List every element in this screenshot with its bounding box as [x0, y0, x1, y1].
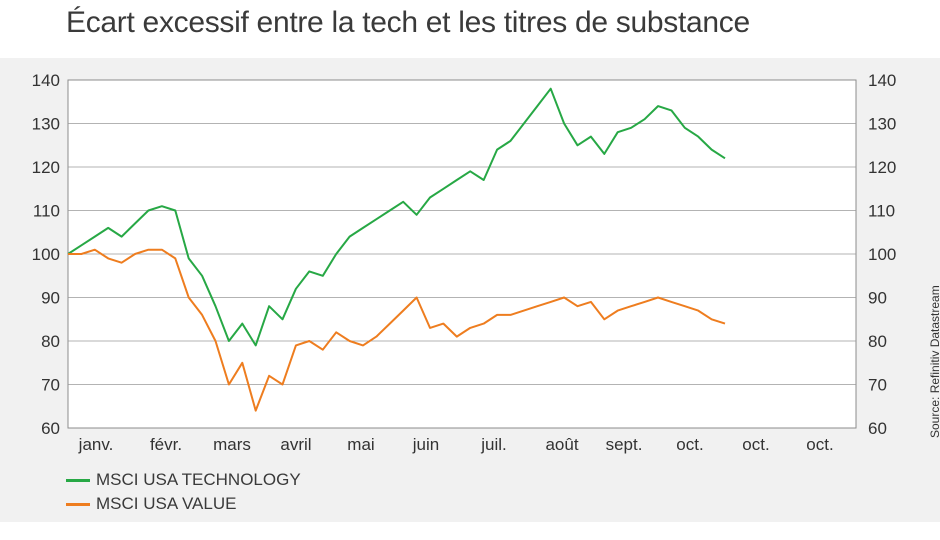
legend-item-value: MSCI USA VALUE: [66, 492, 301, 516]
legend-swatch-value: [66, 502, 90, 506]
x-tick-label: juil.: [480, 435, 507, 454]
x-tick-label: oct.: [676, 435, 703, 454]
y-tick-label-left: 130: [32, 115, 60, 134]
y-tick-label-left: 100: [32, 245, 60, 264]
y-tick-label-right: 70: [868, 376, 887, 395]
y-tick-label-right: 100: [868, 245, 896, 264]
x-tick-label: oct.: [742, 435, 769, 454]
x-tick-label: sept.: [606, 435, 643, 454]
y-tick-label-right: 60: [868, 419, 887, 438]
y-tick-label-left: 90: [41, 289, 60, 308]
y-axis-right: 60 70 80 90 100 110 120 130 140: [868, 71, 896, 438]
legend-label-technology: MSCI USA TECHNOLOGY: [96, 470, 301, 489]
y-axis-left: 60 70 80 90 100 110 120 130 140: [32, 71, 60, 438]
source-note: Source: Refinitiv Datastream: [928, 285, 940, 438]
series-line-value: [68, 248, 726, 412]
y-tick-label-left: 60: [41, 419, 60, 438]
y-tick-label-left: 140: [32, 71, 60, 90]
gridlines: [67, 79, 857, 429]
x-tick-label: janv.: [78, 435, 114, 454]
y-tick-label-right: 120: [868, 158, 896, 177]
y-tick-label-right: 110: [868, 202, 895, 221]
x-tick-label: août: [545, 435, 578, 454]
x-tick-label: juin: [412, 435, 439, 454]
x-tick-label: avril: [280, 435, 311, 454]
y-tick-label-left: 120: [32, 158, 60, 177]
x-tick-label: oct.: [806, 435, 833, 454]
y-tick-label-right: 80: [868, 332, 887, 351]
x-tick-label: févr.: [150, 435, 182, 454]
legend-label-value: MSCI USA VALUE: [96, 494, 237, 513]
x-tick-label: mai: [347, 435, 374, 454]
legend-swatch-technology: [66, 478, 90, 482]
x-tick-label: mars: [213, 435, 251, 454]
series-line-technology: [67, 87, 726, 347]
y-tick-label-right: 140: [868, 71, 896, 90]
y-tick-label-left: 80: [41, 332, 60, 351]
chart-title: Écart excessif entre la tech et les titr…: [66, 6, 750, 39]
x-axis: janv. févr. mars avril mai juin juil. août sept.…: [78, 435, 834, 454]
series-lines: [67, 87, 726, 412]
legend: MSCI USA TECHNOLOGY MSCI USA VALUE: [66, 468, 301, 516]
y-tick-label-right: 130: [868, 115, 896, 134]
y-tick-label-right: 90: [868, 289, 887, 308]
y-tick-label-left: 110: [33, 202, 60, 221]
y-tick-label-left: 70: [41, 376, 60, 395]
legend-item-technology: MSCI USA TECHNOLOGY: [66, 468, 301, 492]
